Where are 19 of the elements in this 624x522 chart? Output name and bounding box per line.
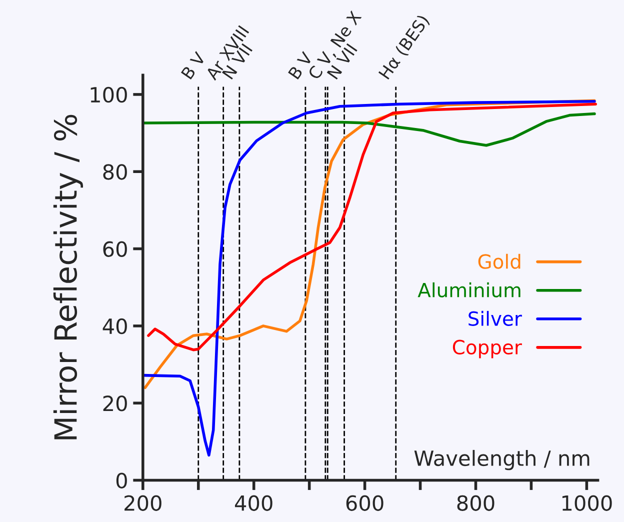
x-tick-label: 200 (124, 495, 162, 511)
y-tick-label: 80 (103, 164, 127, 180)
y-axis-title: Mirror Reflectivity / % (53, 114, 83, 440)
x-axis-title: Wavelength / nm (414, 450, 590, 470)
legend-label: Gold (478, 254, 520, 269)
ref-line-label: B V (180, 50, 206, 80)
legend-label: Copper (452, 340, 522, 358)
legend-label: Aluminium (418, 282, 520, 298)
x-tick-label: 600 (346, 495, 384, 511)
x-tick-label: 1000 (562, 495, 612, 511)
x-tick-label: 400 (234, 495, 272, 511)
y-tick-label: 20 (103, 396, 127, 412)
legend-label: Silver (468, 310, 522, 326)
y-tick-label: 0 (116, 472, 127, 488)
y-tick-label: 40 (102, 318, 127, 334)
y-tick-label: 100 (90, 86, 127, 103)
line-series (142, 112, 596, 147)
y-tick-label: 60 (103, 241, 127, 257)
x-tick-label: 800 (457, 495, 494, 511)
